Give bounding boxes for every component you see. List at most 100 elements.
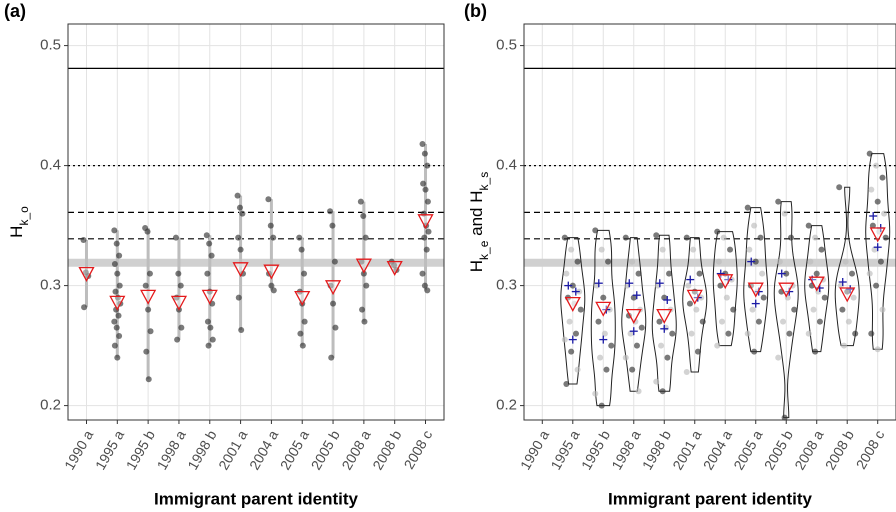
data-point xyxy=(881,210,888,217)
data-point xyxy=(267,222,274,229)
cross-marker xyxy=(663,296,672,304)
data-point xyxy=(238,327,245,333)
data-point xyxy=(699,318,706,325)
data-point xyxy=(360,213,367,219)
data-point xyxy=(821,294,828,301)
data-point xyxy=(331,258,338,265)
data-point xyxy=(421,282,428,289)
x-tick-label: 2008 b xyxy=(822,427,857,472)
data-point xyxy=(592,227,599,234)
data-point xyxy=(147,328,154,335)
mean-marker xyxy=(686,289,703,305)
mean-marker xyxy=(78,266,95,282)
data-point xyxy=(688,330,695,337)
data-point xyxy=(868,330,875,337)
data-point xyxy=(630,294,637,301)
data-point xyxy=(111,342,118,349)
x-tick-label: 2001 a xyxy=(215,427,250,472)
data-point xyxy=(683,234,690,241)
x-tick-label: 1990 a xyxy=(61,427,96,472)
data-point xyxy=(622,354,629,361)
data-point xyxy=(666,270,673,277)
data-point xyxy=(714,228,721,235)
data-point xyxy=(744,204,751,211)
y-tick-label: 0.2 xyxy=(496,397,517,414)
data-point xyxy=(744,330,751,337)
data-point xyxy=(207,324,214,331)
mean-marker xyxy=(355,258,372,274)
data-point xyxy=(423,246,430,253)
data-point xyxy=(111,227,118,234)
mean-marker xyxy=(263,264,280,280)
x-tick-label: 1995 b xyxy=(578,427,613,472)
mean-marker xyxy=(170,295,188,311)
data-point xyxy=(746,246,753,253)
data-point xyxy=(597,354,604,361)
data-point xyxy=(265,196,272,203)
y-tick-label: 0.3 xyxy=(40,277,61,294)
data-point xyxy=(635,270,642,277)
data-point xyxy=(208,252,215,259)
data-point xyxy=(358,258,365,265)
data-point xyxy=(714,342,721,349)
y-tick-label: 0.2 xyxy=(40,397,61,414)
data-point xyxy=(235,294,242,301)
data-point xyxy=(329,222,336,229)
data-point xyxy=(204,270,211,277)
data-point xyxy=(810,306,817,313)
y-tick-label: 0.5 xyxy=(40,37,61,54)
data-point xyxy=(363,282,370,289)
data-point xyxy=(656,318,663,325)
x-axis-title: Immigrant parent identity xyxy=(154,489,359,508)
data-point xyxy=(776,258,783,265)
cross-marker xyxy=(632,291,641,300)
data-point xyxy=(622,234,629,241)
x-tick-label: 1998 b xyxy=(184,427,219,472)
x-tick-label: 1998 a xyxy=(153,427,188,472)
mean-marker xyxy=(717,274,734,290)
x-tick-label: 2005 b xyxy=(308,427,343,472)
data-point xyxy=(661,294,668,301)
data-point xyxy=(563,381,570,387)
data-point xyxy=(727,246,734,253)
data-point xyxy=(877,258,884,265)
data-point xyxy=(866,150,873,157)
data-point xyxy=(270,234,277,241)
data-point xyxy=(730,306,737,313)
data-point xyxy=(669,330,676,337)
data-point xyxy=(145,306,152,313)
data-point xyxy=(873,162,880,169)
cross-marker xyxy=(686,275,695,284)
data-point xyxy=(715,258,722,265)
mean-marker xyxy=(109,295,126,311)
data-point xyxy=(719,318,726,325)
mean-marker xyxy=(656,308,673,324)
data-point xyxy=(113,240,120,247)
data-point xyxy=(812,348,819,355)
data-point xyxy=(683,369,690,375)
data-point xyxy=(717,282,724,289)
mean-marker xyxy=(839,287,856,303)
data-point xyxy=(270,287,277,294)
cross-marker xyxy=(869,212,878,220)
y-axis-title: Hk_e and Hk_s xyxy=(467,172,491,272)
data-point xyxy=(80,237,87,243)
x-tick-label: 2005 a xyxy=(730,427,765,472)
mean-marker xyxy=(417,214,434,230)
violin xyxy=(621,237,647,392)
data-point xyxy=(598,402,605,409)
data-point xyxy=(653,378,660,385)
data-point xyxy=(116,252,123,259)
mean-marker xyxy=(201,289,218,305)
data-point xyxy=(879,306,886,313)
cross-marker xyxy=(629,327,638,336)
data-point xyxy=(658,342,665,349)
data-point xyxy=(327,208,334,215)
data-point xyxy=(146,270,153,277)
data-point xyxy=(301,270,308,277)
cross-marker xyxy=(873,243,882,252)
x-tick-label: 2004 a xyxy=(246,427,281,472)
cross-marker xyxy=(777,269,786,278)
data-point xyxy=(653,232,660,239)
